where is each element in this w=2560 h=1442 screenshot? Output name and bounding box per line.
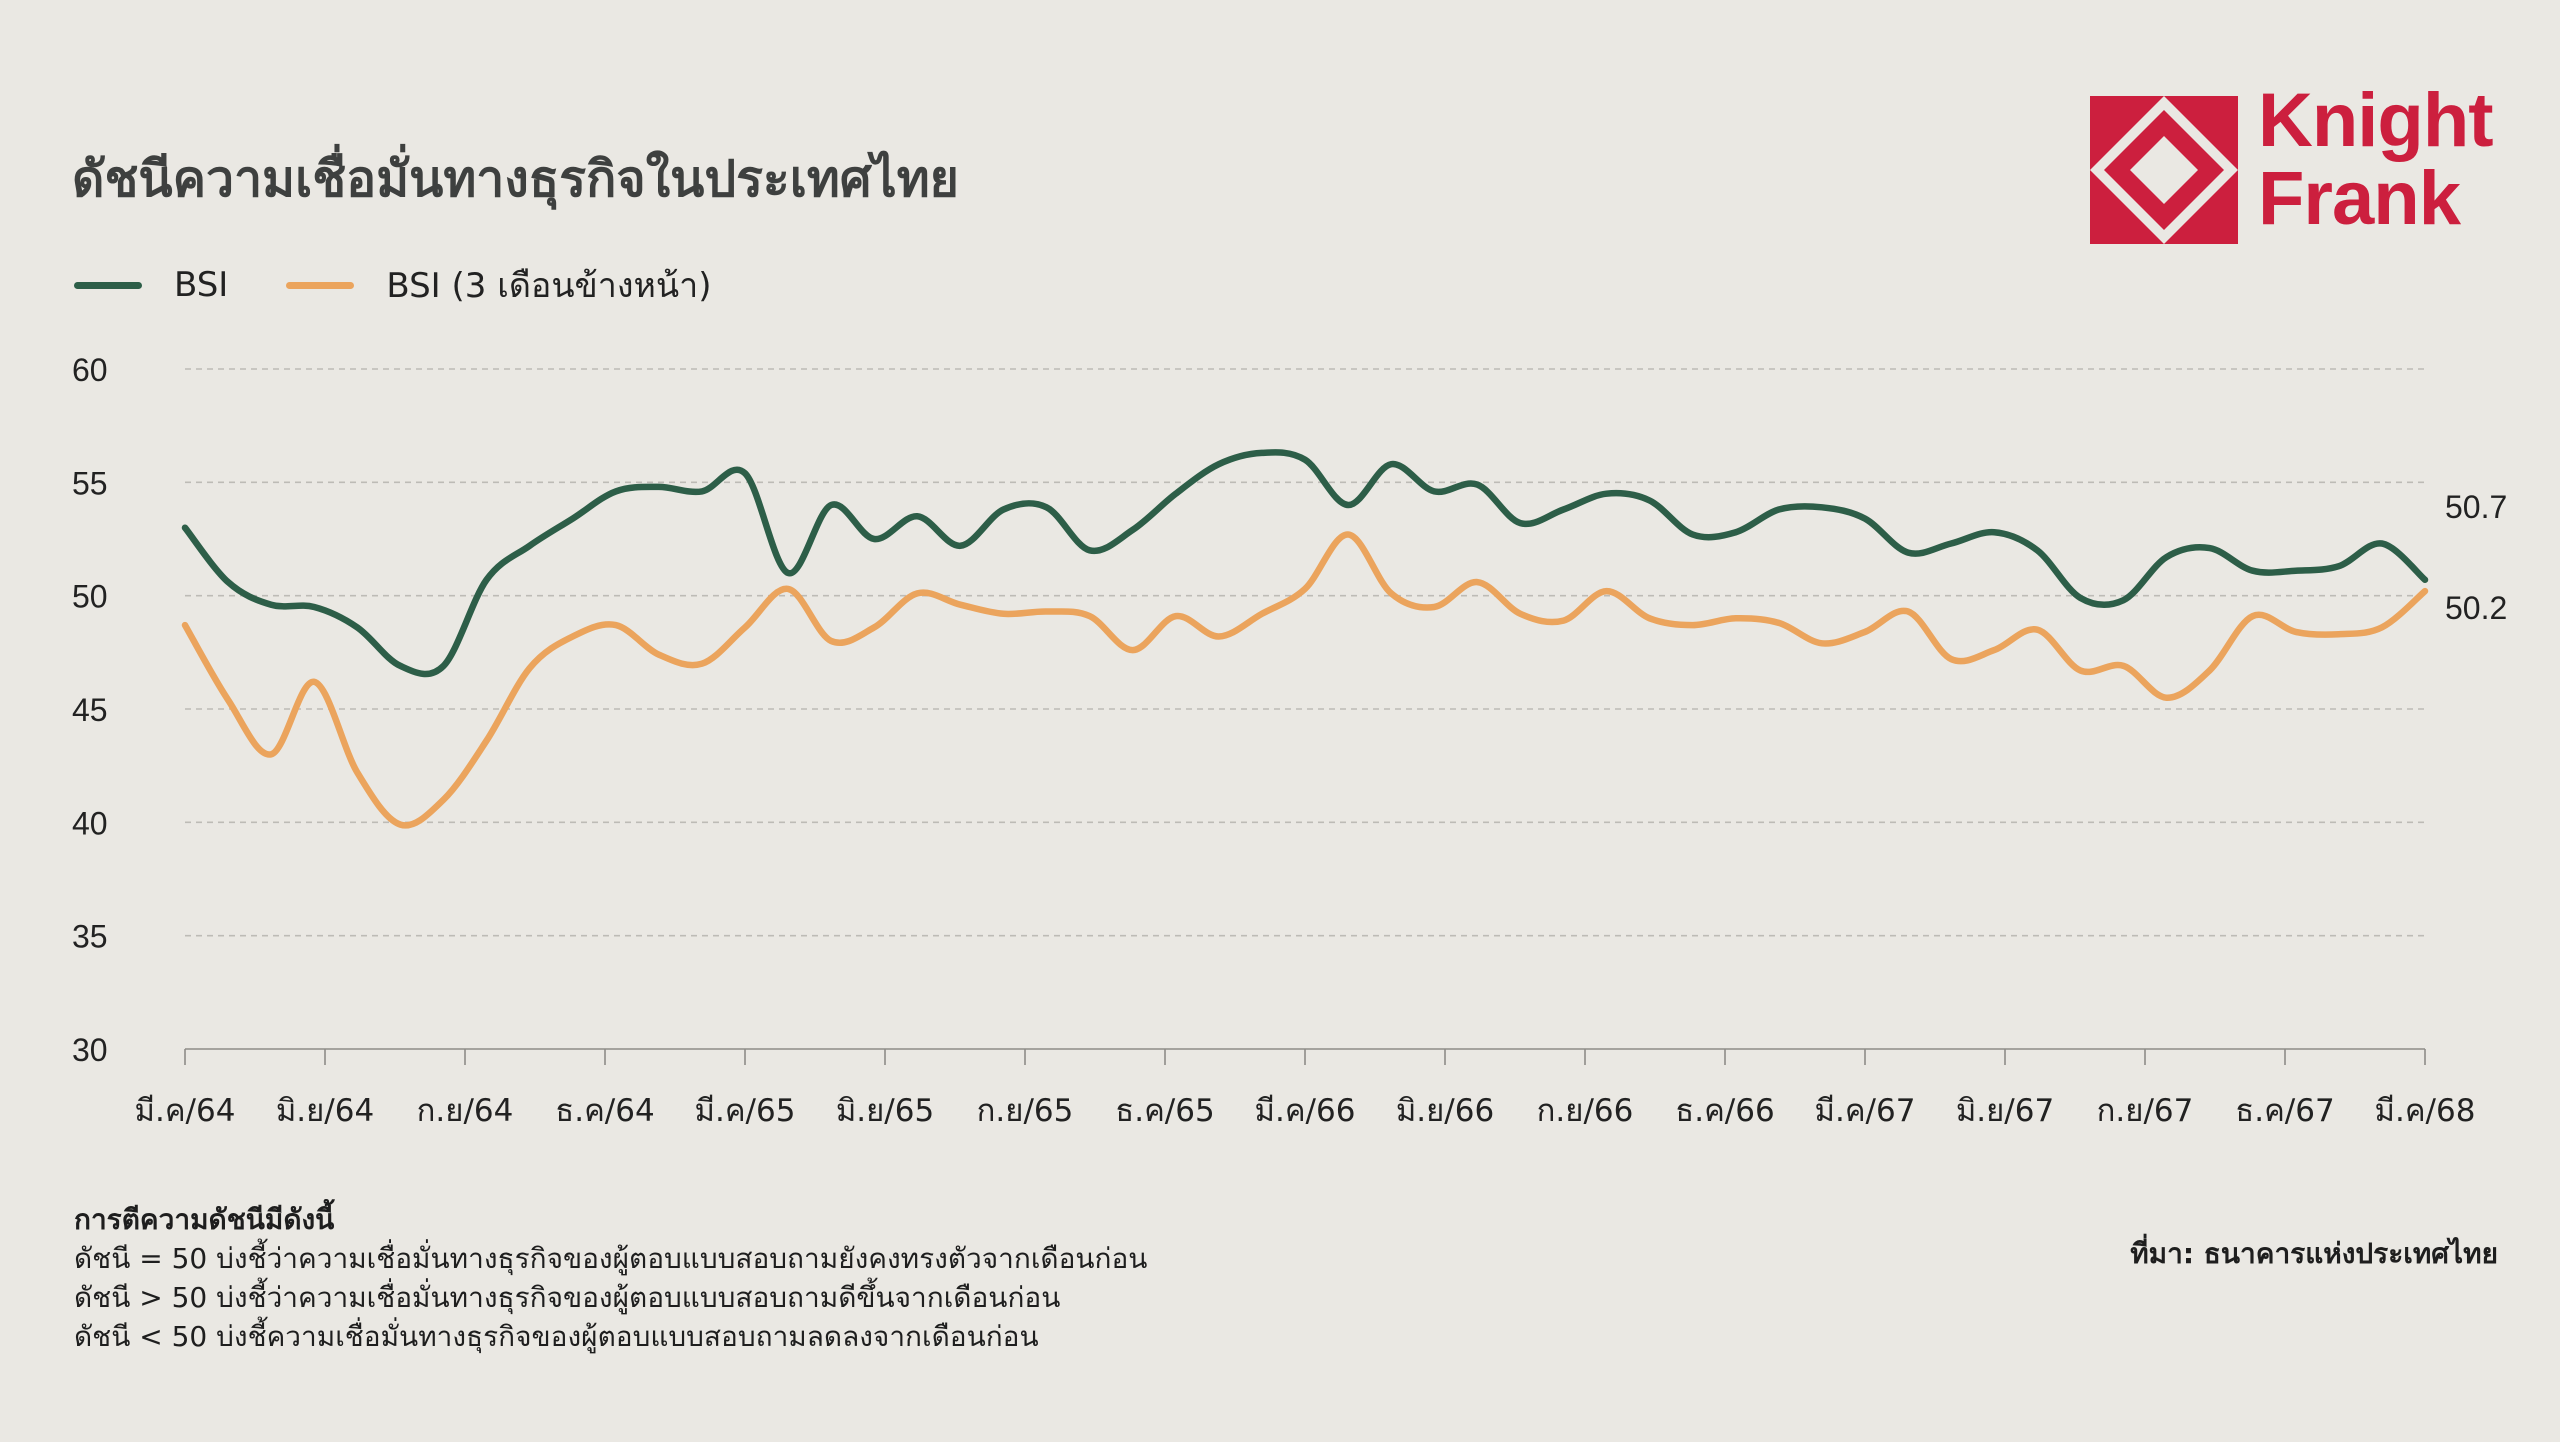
y-tick-label: 35 xyxy=(72,919,108,955)
y-tick-label: 45 xyxy=(72,692,108,728)
notes-line-greater: ดัชนี > 50 บ่งชี้ว่าความเชื่อมั่นทางธุรก… xyxy=(74,1281,1061,1314)
x-tick-label: มี.ค/64 xyxy=(135,1093,236,1129)
x-tick-label: ธ.ค/66 xyxy=(1675,1093,1774,1129)
logo-line-1: Knight xyxy=(2258,78,2494,163)
x-tick-label: มิ.ย/65 xyxy=(836,1093,934,1129)
x-tick-label: มี.ค/66 xyxy=(1255,1093,1356,1129)
y-tick-label: 30 xyxy=(72,1032,108,1068)
series-line-bsi xyxy=(181,449,2429,678)
y-tick-label: 40 xyxy=(72,805,108,841)
x-tick-label: มี.ค/65 xyxy=(695,1093,796,1129)
x-tick-label: มี.ค/67 xyxy=(1815,1093,1916,1129)
y-tick-label: 50 xyxy=(72,579,108,615)
legend-label-bsi: BSI xyxy=(174,265,229,305)
x-tick-label: มิ.ย/67 xyxy=(1956,1093,2054,1129)
notes-line-equal: ดัชนี = 50 บ่งชี้ว่าความเชื่อมั่นทางธุรก… xyxy=(74,1242,1148,1275)
knight-frank-logo-icon xyxy=(2090,96,2238,244)
chart-title: ดัชนีความเชื่อมั่นทางธุรกิจในประเทศไทย xyxy=(72,150,959,208)
x-tick-label: ธ.ค/64 xyxy=(555,1093,654,1129)
interpretation-notes: การตีความดัชนีมีดังนี้ ดัชนี = 50 บ่งชี้… xyxy=(74,1200,1147,1356)
logo-line-2: Frank xyxy=(2258,156,2461,241)
x-tick-label: มิ.ย/66 xyxy=(1396,1093,1494,1129)
x-tick-label: ก.ย/64 xyxy=(417,1093,514,1129)
notes-line-less: ดัชนี < 50 บ่งชี้ความเชื่อมั่นทางธุรกิจข… xyxy=(74,1320,1039,1353)
knight-frank-wordmark: Knight Frank xyxy=(2258,78,2494,241)
notes-heading: การตีความดัชนีมีดังนี้ xyxy=(74,1203,335,1236)
end-label-bsi-forward: 50.2 xyxy=(2445,590,2507,626)
legend-item-bsi-forward: BSI (3 เดือนข้างหน้า) xyxy=(286,258,712,312)
x-tick-label: ก.ย/66 xyxy=(1537,1093,1634,1129)
legend-label-bsi-forward: BSI (3 เดือนข้างหน้า) xyxy=(386,266,712,306)
x-tick-label: ธ.ค/65 xyxy=(1115,1093,1214,1129)
x-tick-label: ก.ย/67 xyxy=(2097,1093,2194,1129)
legend-item-bsi: BSI xyxy=(74,265,228,305)
series-line-bsi-forward xyxy=(181,531,2429,829)
source-note: ที่มา: ธนาคารแห่งประเทศไทย xyxy=(2130,1237,2498,1270)
x-tick-label: ธ.ค/67 xyxy=(2235,1093,2334,1129)
legend-swatch-bsi-forward xyxy=(286,281,355,289)
end-label-bsi: 50.7 xyxy=(2445,489,2507,525)
x-tick-label: มี.ค/68 xyxy=(2375,1093,2476,1129)
legend-swatch-bsi xyxy=(74,281,142,289)
x-tick-label: มิ.ย/64 xyxy=(276,1093,374,1129)
x-tick-label: ก.ย/65 xyxy=(977,1093,1074,1129)
y-tick-label: 55 xyxy=(72,465,108,501)
legend: BSI BSI (3 เดือนข้างหน้า) xyxy=(74,258,770,312)
y-tick-label: 60 xyxy=(72,352,108,388)
